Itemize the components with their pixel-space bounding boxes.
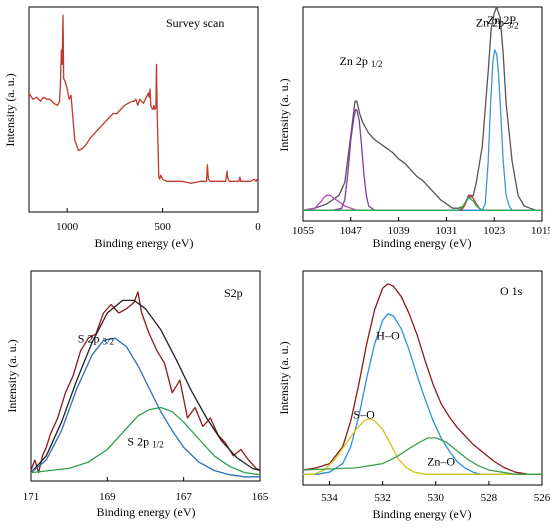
x-tick-label-survey-0: 1000 bbox=[56, 221, 79, 233]
x-tick-label-survey-1: 500 bbox=[154, 221, 171, 233]
x-tick-label-zn2p-5: 1015 bbox=[531, 225, 550, 237]
panel-survey-frame bbox=[28, 6, 259, 213]
panel-o1s: O 1s Intensity (a. u.) Binding energy (e… bbox=[277, 270, 550, 521]
series-line-o1s-3 bbox=[302, 437, 542, 475]
series-line-o1s-1 bbox=[303, 313, 542, 475]
series-line-survey-0 bbox=[28, 14, 258, 184]
annotation-o1s-1: S–O bbox=[353, 408, 375, 422]
x-tick-label-zn2p-0: 1055 bbox=[292, 225, 315, 237]
series-line-zn2p-3 bbox=[303, 49, 542, 211]
panel-o1s-frame bbox=[302, 270, 543, 486]
x-tick-label-o1s-2: 530 bbox=[428, 492, 445, 504]
x-tick-label-o1s-4: 526 bbox=[534, 492, 550, 504]
x-tick-label-s2p-1: 169 bbox=[99, 491, 116, 503]
panel-s2p-title: S2p bbox=[224, 286, 243, 300]
x-tick-label-o1s-3: 528 bbox=[481, 492, 498, 504]
panel-o1s-ticks: 534 532 530 528 526 bbox=[321, 481, 550, 504]
panel-survey-ylabel: Intensity (a. u.) bbox=[3, 73, 17, 146]
series-line-s2p-3 bbox=[30, 406, 261, 476]
x-tick-label-s2p-0: 171 bbox=[23, 491, 40, 503]
panel-zn2p-series bbox=[302, 6, 542, 211]
series-line-o1s-0 bbox=[302, 283, 542, 475]
panel-zn2p-title: Zn 2P bbox=[487, 13, 516, 27]
panel-zn2p-ylabel: Intensity (a. u.) bbox=[277, 78, 291, 151]
panel-s2p-xlabel: Binding energy (eV) bbox=[96, 505, 195, 519]
x-tick-label-s2p-2: 167 bbox=[175, 491, 192, 503]
panel-survey-xlabel: Binding energy (eV) bbox=[94, 236, 193, 250]
x-tick-label-o1s-1: 532 bbox=[374, 492, 391, 504]
x-tick-label-s2p-3: 165 bbox=[252, 491, 269, 503]
panel-s2p-series bbox=[30, 291, 261, 478]
panel-o1s-annotations: H–O S–O Zn–O bbox=[353, 328, 455, 468]
panel-o1s-ylabel: Intensity (a. u.) bbox=[277, 341, 291, 414]
series-line-s2p-2 bbox=[30, 337, 260, 478]
panel-o1s-title: O 1s bbox=[500, 284, 523, 298]
x-tick-label-zn2p-4: 1023 bbox=[483, 225, 506, 237]
x-tick-label-zn2p-3: 1031 bbox=[435, 225, 457, 237]
panel-s2p: S2p Intensity (a. u.) Binding energy (eV… bbox=[5, 270, 269, 519]
panel-zn2p: Zn 2P Intensity (a. u.) Binding energy (… bbox=[277, 6, 550, 250]
x-tick-label-zn2p-2: 1039 bbox=[388, 225, 411, 237]
panel-survey-ticks: 1000 500 0 bbox=[56, 208, 261, 233]
panel-o1s-xlabel: Binding energy (eV) bbox=[372, 507, 471, 521]
annotation-o1s-0: H–O bbox=[376, 328, 400, 342]
panel-survey-title: Survey scan bbox=[166, 16, 224, 30]
panel-s2p-ylabel: Intensity (a. u.) bbox=[5, 339, 19, 412]
annotation-o1s-2: Zn–O bbox=[427, 455, 455, 469]
x-tick-label-o1s-0: 534 bbox=[321, 492, 338, 504]
x-tick-label-survey-2: 0 bbox=[255, 221, 261, 233]
panel-survey-series bbox=[28, 14, 258, 184]
series-line-s2p-1 bbox=[30, 299, 261, 474]
panel-s2p-frame bbox=[30, 270, 261, 482]
annotation-s2p-1: S 2p 1/2 bbox=[127, 434, 163, 449]
x-tick-label-zn2p-1: 1047 bbox=[340, 225, 363, 237]
panel-o1s-series bbox=[302, 283, 542, 475]
panel-zn2p-ticks: 1055 1047 1039 1031 1023 1015 bbox=[292, 217, 550, 237]
series-line-o1s-2 bbox=[303, 418, 542, 475]
panel-zn2p-xlabel: Binding energy (eV) bbox=[372, 236, 471, 250]
series-line-zn2p-5 bbox=[303, 196, 542, 211]
annotation-s2p-0: S 2p 3/2 bbox=[78, 331, 114, 346]
series-line-s2p-0 bbox=[30, 291, 261, 474]
panel-zn2p-annotations: Zn 2p 1/2Zn 2p 3/2 bbox=[340, 15, 519, 69]
panel-zn2p-frame bbox=[302, 6, 543, 222]
annotation-zn2p-0: Zn 2p 1/2 bbox=[340, 54, 383, 69]
panel-s2p-ticks: 171 169 167 165 bbox=[23, 477, 269, 503]
panel-survey: Survey scan Intensity (a. u.) Binding en… bbox=[3, 6, 261, 250]
series-line-zn2p-0 bbox=[302, 6, 542, 211]
